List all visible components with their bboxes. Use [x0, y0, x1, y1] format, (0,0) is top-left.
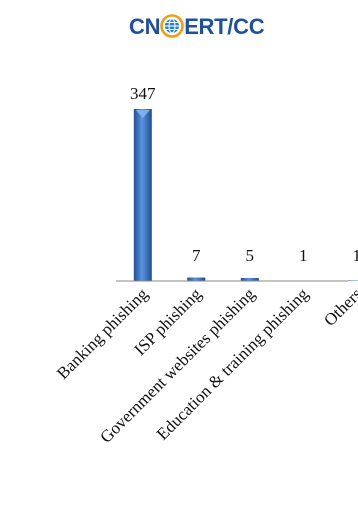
bar-4	[347, 280, 358, 281]
value-label-4: 1	[353, 246, 358, 265]
bar-1	[187, 277, 206, 281]
bar-0	[133, 109, 152, 281]
bar-cap-0	[135, 110, 150, 118]
category-label-4: Others	[320, 284, 358, 329]
bars-layer	[133, 109, 358, 281]
value-label-3: 1	[299, 246, 308, 265]
category-label-0: Banking phishing	[53, 284, 152, 383]
value-label-1: 7	[192, 246, 201, 265]
logo-text-ert-cc: ERT/CC	[184, 14, 265, 39]
value-label-2: 5	[246, 246, 255, 265]
logo-text-cn: CN	[129, 14, 161, 39]
cncert-logo: CN ERT/CC	[129, 12, 309, 42]
value-label-0: 347	[130, 84, 156, 103]
globe-icon	[160, 14, 184, 38]
bar-2	[240, 278, 259, 281]
labels-layer: 347 7 5 1 1	[130, 84, 358, 265]
